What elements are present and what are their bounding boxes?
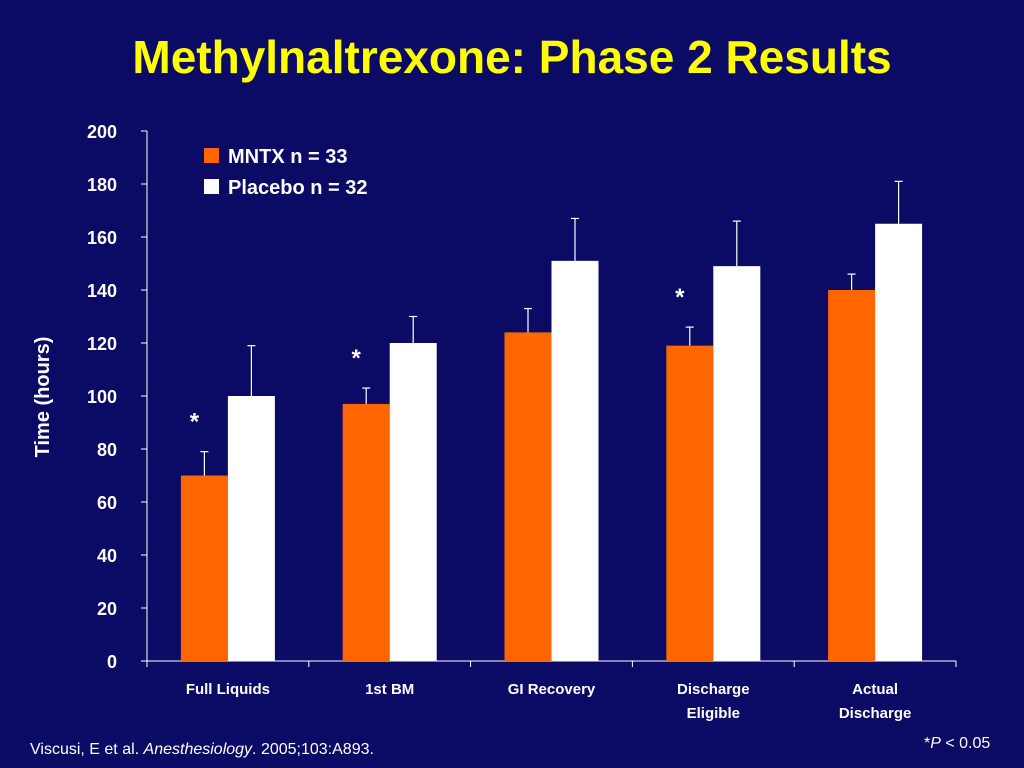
y-tick-label: 60	[97, 493, 117, 513]
bar-mntx	[342, 403, 390, 661]
y-tick-label: 180	[87, 175, 117, 195]
significance-marker: *	[352, 345, 362, 372]
page-title: Methylnaltrexone: Phase 2 Results	[132, 31, 892, 83]
bar-mntx	[828, 290, 876, 661]
y-tick-label: 20	[97, 599, 117, 619]
x-category-label: Actual	[852, 681, 898, 698]
citation-journal: Anesthesiology	[143, 741, 253, 758]
bar-placebo	[389, 343, 437, 661]
bar-mntx	[180, 475, 228, 661]
bar-placebo	[713, 266, 761, 661]
y-tick-label: 100	[87, 387, 117, 407]
legend-label-placebo: Placebo n = 32	[228, 177, 368, 199]
x-category-label: Eligible	[687, 705, 740, 722]
bar-placebo	[227, 396, 275, 661]
x-category-label: Discharge	[677, 681, 750, 698]
bar-placebo	[551, 260, 599, 661]
significance-marker: *	[675, 284, 685, 311]
x-category-label: Full Liquids	[186, 681, 270, 698]
bar-mntx	[666, 345, 714, 661]
x-category-label: 1st BM	[365, 681, 414, 698]
x-category-label: GI Recovery	[508, 681, 596, 698]
y-tick-label: 160	[87, 228, 117, 248]
x-category-label: Discharge	[839, 705, 912, 722]
y-axis-label: Time (hours)	[32, 337, 54, 458]
y-tick-label: 140	[87, 281, 117, 301]
legend-label-mntx: MNTX n = 33	[228, 146, 347, 168]
y-tick-label: 120	[87, 334, 117, 354]
significance-marker: *	[190, 409, 200, 436]
significance-footnote: *P < 0.05	[924, 735, 991, 752]
y-tick-label: 40	[97, 546, 117, 566]
citation: Viscusi, E et al. Anesthesiology. 2005;1…	[30, 741, 374, 758]
bar-mntx	[504, 332, 552, 661]
legend-swatch-placebo	[204, 179, 219, 194]
y-tick-label: 200	[87, 122, 117, 142]
bar-placebo	[875, 223, 923, 661]
y-tick-label: 80	[97, 440, 117, 460]
y-tick-label: 0	[107, 652, 117, 672]
legend-swatch-mntx	[204, 148, 219, 163]
